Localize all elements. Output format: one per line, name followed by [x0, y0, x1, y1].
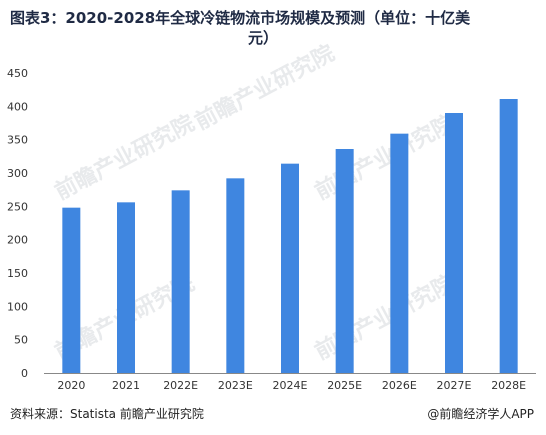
bar-2023E: [226, 178, 245, 373]
watermark-text: 前瞻产业研究院: [311, 110, 459, 205]
bars: [62, 99, 518, 373]
x-tick-label: 2022E: [163, 379, 198, 392]
watermark-text: 前瞻产业研究院: [311, 270, 459, 365]
chart-title: 图表3：2020-2028年全球冷链物流市场规模及预测（单位：十亿美 元）: [10, 8, 536, 48]
bar-2020: [62, 207, 81, 373]
y-axis: 0 50 100 150 200 250 300 350 400 450: [7, 67, 28, 380]
y-tick-label: 250: [7, 200, 28, 213]
watermark-text: 前瞻产业研究院: [191, 40, 339, 135]
x-tick-label: 2024E: [273, 379, 308, 392]
chart-title-line1: 图表3：2020-2028年全球冷链物流市场规模及预测（单位：十亿美: [10, 9, 471, 27]
y-tick-label: 300: [7, 167, 28, 180]
x-axis: 2020 2021 2022E 2023E 2024E 2025E 2026E 2027E 20…: [44, 373, 536, 392]
x-tick-label: 2025E: [327, 379, 362, 392]
y-tick-label: 100: [7, 300, 28, 313]
y-tick-label: 450: [7, 67, 28, 80]
y-tick-label: 200: [7, 234, 28, 247]
source-note: 资料来源：Statista 前瞻产业研究院: [10, 407, 204, 421]
bar-2026E: [390, 133, 409, 373]
brand-credit: @前瞻经济学人APP: [427, 407, 534, 421]
x-tick-label: 2021: [112, 379, 140, 392]
bar-2027E: [445, 113, 463, 373]
bar-2021: [117, 202, 135, 373]
y-tick-label: 150: [7, 267, 28, 280]
y-tick-label: 50: [14, 334, 28, 347]
bar-2028E: [499, 99, 518, 373]
bar-2024E: [281, 163, 299, 373]
bar-2025E: [335, 149, 354, 373]
x-tick-label: 2020: [57, 379, 85, 392]
chart-title-line2: 元）: [248, 29, 279, 47]
x-tick-label: 2027E: [437, 379, 472, 392]
y-tick-label: 400: [7, 100, 28, 113]
bar-2022E: [171, 190, 190, 373]
y-tick-label: 0: [21, 367, 28, 380]
x-tick-label: 2026E: [382, 379, 417, 392]
x-tick-label: 2023E: [218, 379, 253, 392]
y-tick-label: 350: [7, 134, 28, 147]
x-tick-label: 2028E: [491, 379, 526, 392]
